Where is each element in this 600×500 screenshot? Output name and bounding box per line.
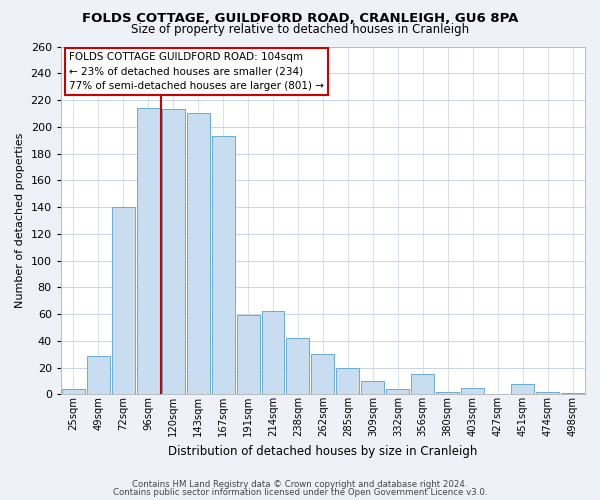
Text: FOLDS COTTAGE, GUILDFORD ROAD, CRANLEIGH, GU6 8PA: FOLDS COTTAGE, GUILDFORD ROAD, CRANLEIGH… (82, 12, 518, 26)
Bar (137, 108, 160, 395)
Text: Contains HM Land Registry data © Crown copyright and database right 2024.: Contains HM Land Registry data © Crown c… (132, 480, 468, 489)
Bar (87, 356, 110, 395)
Bar (62, 389, 85, 394)
Bar (286, 338, 310, 394)
Bar (461, 388, 484, 394)
Bar (536, 392, 559, 394)
Bar (386, 389, 409, 394)
Bar (436, 392, 459, 394)
Y-axis label: Number of detached properties: Number of detached properties (15, 133, 25, 308)
Bar (212, 136, 235, 394)
Bar (236, 316, 260, 394)
Bar (337, 368, 359, 394)
Bar (187, 114, 209, 394)
Text: Contains public sector information licensed under the Open Government Licence v3: Contains public sector information licen… (113, 488, 487, 497)
Bar (262, 312, 284, 394)
Bar (161, 110, 185, 395)
Bar (361, 381, 385, 394)
Bar (511, 384, 534, 394)
Bar (561, 393, 584, 394)
X-axis label: Distribution of detached houses by size in Cranleigh: Distribution of detached houses by size … (168, 444, 478, 458)
Text: FOLDS COTTAGE GUILDFORD ROAD: 104sqm
← 23% of detached houses are smaller (234)
: FOLDS COTTAGE GUILDFORD ROAD: 104sqm ← 2… (68, 52, 323, 92)
Text: Size of property relative to detached houses in Cranleigh: Size of property relative to detached ho… (131, 22, 469, 36)
Bar (411, 374, 434, 394)
Bar (311, 354, 334, 395)
Bar (112, 207, 135, 394)
